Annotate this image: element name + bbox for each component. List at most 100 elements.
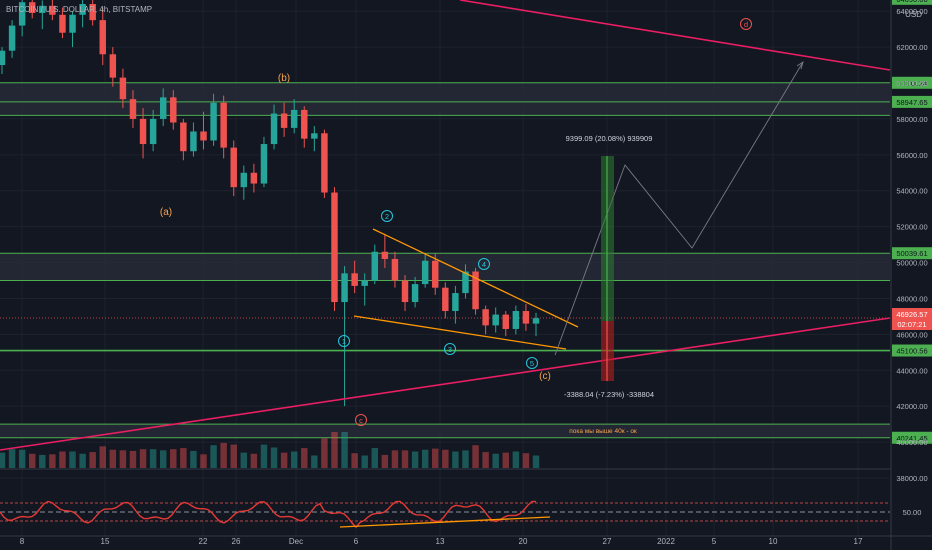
candle-body — [442, 287, 449, 312]
price-tick-label: 44000.00 — [896, 366, 927, 375]
wave-label: 3 — [448, 345, 452, 354]
wedge-lower-line — [353, 315, 567, 350]
level-price-label: 45100.56 — [896, 347, 927, 356]
drawings[interactable]: 9399.09 (20.08%) 939909 -3388.04 (-7.23%)… — [0, 0, 891, 451]
candle-body — [0, 50, 6, 66]
wave-label-circle — [478, 258, 490, 270]
volume-bar — [522, 453, 530, 468]
volume-bar — [230, 444, 237, 468]
measure-up-label: 9399.09 (20.08%) 939909 — [566, 134, 653, 143]
volume-bar — [18, 449, 26, 468]
level-price-label: 58947.65 — [896, 98, 927, 107]
price-tick-label: 56000.00 — [896, 151, 927, 160]
time-axis[interactable]: 8 15 22 26 Dec 6 13 20 27 2022 5 10 17 — [0, 535, 932, 546]
volume-bar — [119, 450, 127, 468]
level-price-tag — [892, 431, 932, 444]
volume-bar — [210, 445, 217, 468]
volume-bar — [321, 438, 328, 468]
wave-label-circle — [740, 18, 752, 30]
volume-bar — [159, 450, 167, 468]
wave-label: d — [744, 20, 748, 29]
wave-label-circle — [338, 335, 350, 347]
candle-body — [89, 4, 96, 21]
volume-bar — [59, 451, 66, 468]
candle-body — [260, 144, 268, 184]
level-price-tag — [892, 247, 932, 260]
current-price-tag — [892, 308, 932, 330]
candle-body — [129, 99, 137, 119]
support-zone — [0, 424, 890, 438]
wedge-upper-line — [372, 228, 579, 328]
osc-level-tag — [892, 506, 932, 518]
support-zone — [0, 82, 890, 116]
volume-bar — [401, 450, 409, 468]
volume-bar — [180, 448, 187, 468]
candle-body — [462, 271, 469, 294]
volume-bar — [29, 453, 36, 468]
volume-bar — [0, 452, 6, 468]
volume-bar — [492, 453, 499, 468]
candle-body — [522, 311, 530, 324]
volume-bar — [411, 451, 419, 468]
wave-label: c — [359, 416, 363, 425]
candle-body — [270, 113, 278, 145]
volume-bar — [8, 449, 16, 468]
candle-body — [8, 25, 16, 51]
level-price-label: 40241.45 — [896, 434, 927, 443]
zone-note: пока мы выше 40к - ок — [569, 428, 637, 435]
candle-body — [290, 109, 298, 128]
level-price-tag — [892, 344, 932, 357]
volume-bar — [301, 448, 308, 468]
price-tick-label: 40000.00 — [896, 438, 927, 447]
price-axis[interactable]: 64690.00 60011.24 58947.65 50039.61 45100.56… — [890, 0, 932, 550]
volume-bar — [502, 452, 509, 468]
volume-bar — [200, 454, 207, 468]
time-tick-label: 8 — [20, 537, 25, 546]
candle-body — [49, 5, 56, 15]
volume-bar — [512, 451, 520, 468]
candle-body — [190, 131, 197, 152]
osc-divergence-line — [339, 516, 551, 528]
falling-trendline — [459, 0, 891, 71]
volume-bar — [472, 445, 479, 468]
volume-bars — [0, 432, 540, 468]
time-tick-label: 26 — [232, 537, 241, 546]
volume-bar — [331, 432, 338, 468]
volume-bar — [421, 449, 429, 468]
volume-bar — [190, 450, 197, 468]
candle-body — [331, 192, 338, 303]
wave-label: 4 — [482, 260, 486, 269]
candle-body — [79, 4, 86, 15]
candle-body — [69, 14, 76, 33]
price-tick-label: 50000.00 — [896, 259, 927, 268]
volume-bar — [99, 446, 106, 468]
candle-body — [432, 260, 439, 288]
time-tick-label: 10 — [769, 537, 778, 546]
volume-bar — [341, 432, 348, 468]
wave-label-circle — [444, 343, 456, 355]
candle-body — [139, 118, 147, 145]
candle-body — [250, 172, 258, 184]
price-tick-label: 60000.00 — [896, 79, 927, 88]
symbol-title: BITCOIN / U.S. DOLLAR, 4h, BITSTAMP — [6, 5, 153, 14]
osc-level-label: 50.00 — [903, 508, 922, 517]
volume-bar — [452, 451, 459, 468]
candle-body — [280, 113, 288, 128]
time-tick-label: 2022 — [657, 537, 675, 546]
price-tick-label: 58000.00 — [896, 115, 927, 124]
current-price-label: 46926.57 — [896, 310, 927, 319]
volume-bar — [391, 450, 399, 468]
time-tick-label: 17 — [854, 537, 863, 546]
wave-label-circle — [355, 414, 367, 426]
time-tick-label: 20 — [519, 537, 528, 546]
candle-body — [401, 280, 409, 303]
volume-bar — [109, 449, 117, 468]
candle-body — [421, 260, 429, 285]
wave-label: (a) — [160, 207, 172, 218]
candle-body — [341, 273, 348, 303]
wave-label-circle — [526, 357, 538, 369]
candle-body — [361, 280, 368, 286]
currency-label: USD — [905, 10, 922, 19]
volume-bar — [250, 453, 258, 468]
